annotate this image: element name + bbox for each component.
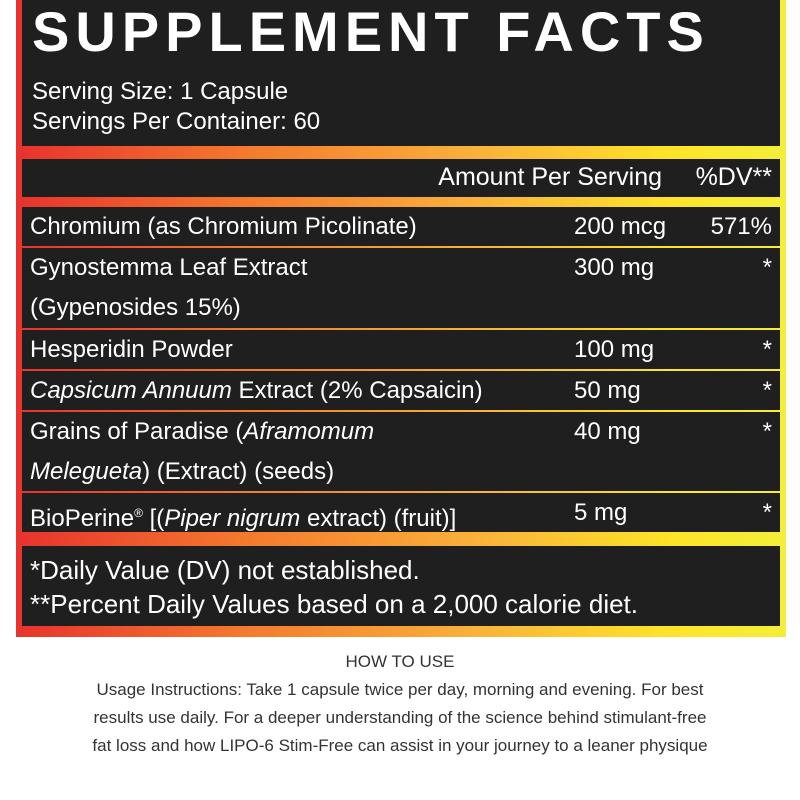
- ingredient-amount: 40 mg: [574, 418, 641, 445]
- ingredient-name: Hesperidin Powder: [30, 336, 233, 363]
- usage-line: Usage Instructions: Take 1 capsule twice…: [96, 680, 704, 699]
- footnotes-box: *Daily Value (DV) not established. **Per…: [22, 546, 780, 626]
- header-box: SUPPLEMENT FACTS Serving Size: 1 Capsule…: [22, 0, 780, 146]
- column-header-box: Amount Per Serving %DV**: [22, 159, 780, 197]
- ingredient-amount: 50 mg: [574, 377, 641, 404]
- name-italic: Piper nigrum: [164, 505, 301, 532]
- serving-size: Serving Size: 1 Capsule: [32, 78, 289, 105]
- how-to-use-heading: HOW TO USE: [345, 652, 455, 671]
- usage-line: fat loss and how LIPO-6 Stim-Free can as…: [92, 736, 708, 755]
- how-to-use-section: HOW TO USE Usage Instructions: Take 1 ca…: [0, 648, 800, 760]
- dv-header: %DV**: [695, 163, 772, 191]
- name-line: Gynostemma Leaf Extract: [30, 254, 308, 281]
- table-row: Grains of Paradise (Aframomum Melegueta) …: [22, 412, 780, 491]
- amount-header: Amount Per Serving: [438, 163, 662, 191]
- footnote: *Daily Value (DV) not established.: [30, 555, 420, 585]
- ingredient-amount: 100 mg: [574, 336, 655, 363]
- name-italic: Melegueta: [30, 458, 143, 485]
- ingredient-dv: *: [762, 336, 772, 363]
- ingredient-dv: *: [762, 499, 772, 526]
- servings-per-container: Servings Per Container: 60: [32, 108, 321, 135]
- supplement-facts-panel: SUPPLEMENT FACTS Serving Size: 1 Capsule…: [16, 0, 786, 637]
- name-italic: Capsicum Annuum: [30, 377, 232, 404]
- ingredient-dv: *: [762, 418, 772, 445]
- ingredient-dv: *: [762, 377, 772, 404]
- ingredient-amount: 300 mg: [574, 254, 655, 281]
- name-line: (Gypenosides 15%): [30, 294, 241, 321]
- ingredient-name: Gynostemma Leaf Extract (Gypenosides 15%): [30, 248, 307, 328]
- ingredient-name: Capsicum Annuum Extract (2% Capsaicin): [30, 371, 483, 411]
- name-rest: ) (Extract) (seeds): [142, 458, 335, 485]
- name-rest: extract) (fruit)]: [300, 505, 457, 532]
- ingredients-table: Chromium (as Chromium Picolinate) 200 mc…: [22, 207, 780, 532]
- table-row: Capsicum Annuum Extract (2% Capsaicin) 5…: [22, 371, 780, 410]
- name-pre: Grains of Paradise (: [30, 418, 244, 445]
- ingredient-name: Chromium (as Chromium Picolinate): [30, 213, 417, 240]
- table-row: Hesperidin Powder 100 mg *: [22, 330, 780, 369]
- name-italic: Aframomum: [243, 418, 375, 445]
- name-pre: BioPerine: [30, 505, 135, 532]
- table-row: BioPerine® [(Piper nigrum extract) (frui…: [22, 493, 780, 532]
- table-row: Chromium (as Chromium Picolinate) 200 mc…: [22, 207, 780, 246]
- panel-title: SUPPLEMENT FACTS: [32, 0, 710, 63]
- footnote: **Percent Daily Values based on a 2,000 …: [30, 589, 639, 619]
- ingredient-name: BioPerine® [(Piper nigrum extract) (frui…: [30, 493, 456, 539]
- ingredient-amount: 200 mcg: [574, 213, 667, 240]
- ingredient-dv: 571%: [710, 213, 772, 240]
- ingredient-name: Grains of Paradise (Aframomum Melegueta) …: [30, 412, 374, 492]
- name-rest: Extract (2% Capsaicin): [231, 377, 483, 404]
- usage-line: results use daily. For a deeper understa…: [93, 708, 707, 727]
- ingredient-dv: *: [762, 254, 772, 281]
- registered-mark: ®: [134, 506, 143, 520]
- ingredient-amount: 5 mg: [574, 499, 628, 526]
- name-pre: [(: [142, 505, 165, 532]
- table-row: Gynostemma Leaf Extract (Gypenosides 15%)…: [22, 248, 780, 328]
